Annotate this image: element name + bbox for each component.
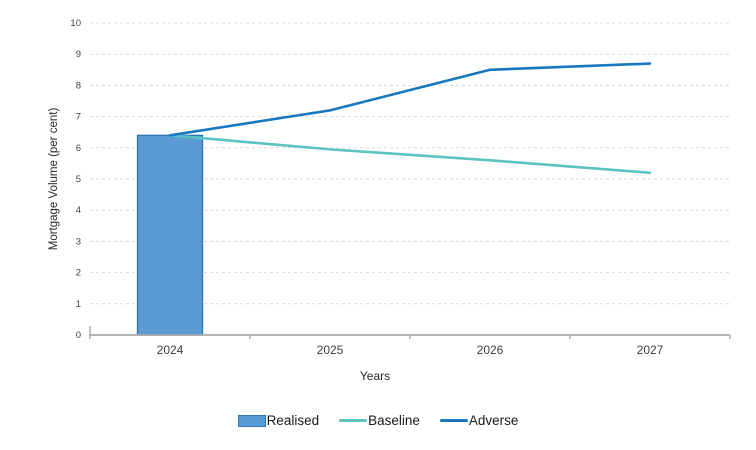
legend-item-realised: Realised — [237, 413, 320, 428]
y-tick-label: 6 — [76, 143, 81, 154]
y-tick-label: 7 — [76, 112, 81, 123]
y-tick-label: 8 — [76, 80, 81, 91]
x-tick-label: 2026 — [477, 343, 504, 357]
y-tick-label: 0 — [76, 330, 81, 341]
legend-label-realised: Realised — [266, 413, 320, 428]
y-axis-title: Mortgage Volume (per cent) — [48, 108, 60, 251]
y-tick-label: 3 — [76, 236, 81, 247]
x-tick-label: 2027 — [637, 343, 664, 357]
legend-label-baseline: Baseline — [368, 413, 420, 428]
legend-label-adverse: Adverse — [468, 413, 519, 428]
realised-bar — [136, 134, 204, 336]
baseline-line — [168, 134, 652, 175]
y-tick-label: 9 — [76, 49, 81, 60]
chart-series-layer: 0 1 2 3 4 5 6 7 8 9 10 2024 2025 2026 2027 — [70, 18, 731, 357]
x-axis-title: Years — [360, 369, 390, 383]
y-tick-label: 10 — [70, 18, 81, 29]
legend: Realised Baseline Adverse — [0, 413, 756, 428]
y-tick-label: 2 — [76, 268, 81, 279]
legend-item-adverse: Adverse — [439, 413, 519, 428]
adverse-line — [168, 62, 652, 137]
legend-item-baseline: Baseline — [339, 413, 420, 428]
plot-area: 0 1 2 3 4 5 6 7 8 9 10 2024 2025 2026 2027 Mortgage Vo… — [48, 18, 731, 383]
y-tick-label: 5 — [76, 174, 81, 185]
x-tick-label: 2025 — [317, 343, 344, 357]
baseline-line-swatch — [339, 419, 368, 422]
x-tick-label: 2024 — [157, 343, 184, 357]
realised-bar-swatch — [237, 414, 266, 427]
y-tick-label: 4 — [76, 205, 81, 216]
adverse-line-swatch — [439, 419, 468, 422]
y-tick-label: 1 — [76, 299, 81, 310]
